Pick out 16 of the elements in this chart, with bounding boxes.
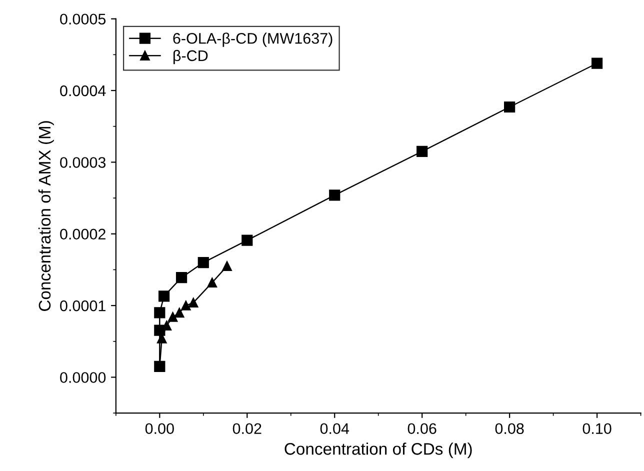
y-tick-label: 0.0005 [60, 14, 106, 25]
x-tick-label: 0.04 [320, 423, 350, 434]
y-tick-label: 0.0002 [60, 228, 106, 240]
legend-label: β-CD [174, 50, 208, 64]
y-tick-label: 0.0003 [60, 157, 106, 168]
x-tick-label: 0.02 [232, 423, 262, 434]
x-tick-label: 0.00 [145, 423, 174, 434]
legend-label: 6-OLA-β-CD (MW1637) [173, 32, 332, 47]
x-tick-label: 0.08 [495, 423, 524, 434]
y-tick-label: 0.0000 [60, 372, 106, 383]
y-tick-label: 0.0001 [60, 300, 106, 312]
x-tick-label: 0.10 [582, 423, 612, 434]
x-axis-title: Concentration of CDs (M) [284, 442, 472, 458]
y-axis-title: Concentration of AMX (M) [38, 121, 54, 311]
y-tick-label: 0.0004 [60, 85, 106, 96]
x-tick-label: 0.06 [408, 423, 436, 434]
